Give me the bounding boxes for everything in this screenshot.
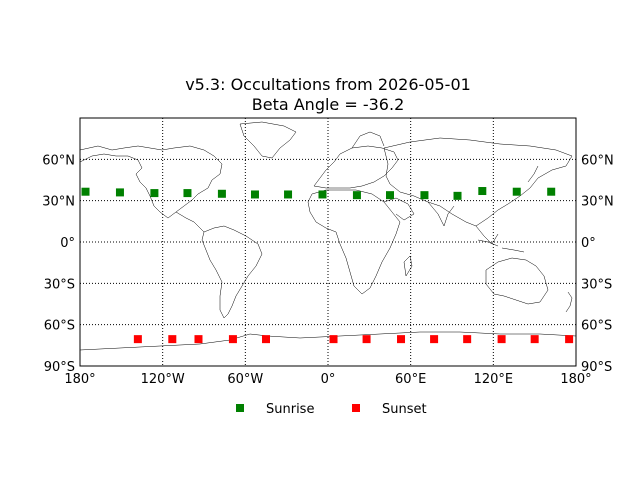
north-america-outline: [79, 145, 223, 219]
legend-sunrise-label: Sunrise: [266, 402, 314, 417]
legend: Sunrise Sunset: [236, 402, 427, 417]
sunset-marker-2: [194, 335, 203, 344]
x-tick-label-6: 180°: [560, 372, 591, 387]
x-tick-label-5: 120°E: [474, 372, 514, 387]
y-tick-label-left-3: 30°S: [44, 277, 75, 292]
y-tick-label-right-4: 60°S: [581, 319, 612, 334]
central-america-outline: [175, 211, 205, 233]
sunrise-marker-9: [386, 191, 394, 200]
south-america-outline: [201, 225, 263, 319]
y-tick-label-left-2: 0°: [60, 236, 75, 251]
sunrise-marker-4: [217, 189, 226, 198]
x-tick-label-2: 60°W: [227, 372, 263, 387]
legend-sunset-label: Sunset: [382, 402, 427, 417]
sunset-marker-8: [430, 335, 439, 344]
sunrise-marker-11: [453, 191, 462, 200]
markers: [81, 187, 574, 344]
x-tick-label-3: 0°: [321, 372, 336, 387]
sunset-marker-10: [497, 335, 506, 344]
graticule: [80, 118, 576, 366]
sunset-marker-12: [565, 335, 574, 344]
y-tick-label-left-5: 90°S: [44, 360, 75, 375]
sunrise-marker-6: [284, 190, 293, 199]
sunset-marker-3: [228, 335, 237, 344]
sunrise-marker-2: [150, 189, 159, 198]
map-frame: [79, 117, 577, 367]
southeast-asia-outline: [475, 225, 499, 245]
map-area: [79, 117, 577, 367]
tick-labels: 180° 120°W 60°W 0° 60°E 120°E 180° 60°N 60°N 30°N…: [42, 153, 614, 387]
legend-sunrise-marker: [236, 404, 244, 412]
sunset-marker-4: [262, 335, 270, 344]
sunset-marker-11: [530, 335, 539, 344]
sunrise-marker-3: [183, 189, 192, 198]
chart-subtitle: Beta Angle = -36.2: [252, 95, 405, 114]
sunrise-marker-12: [478, 187, 487, 196]
antarctica-outline: [79, 331, 577, 351]
y-tick-label-right-2: 0°: [581, 236, 596, 251]
sunset-marker-5: [329, 335, 338, 344]
legend-sunset-marker: [352, 404, 360, 412]
chart-title: v5.3: Occultations from 2026-05-01: [185, 75, 471, 94]
y-tick-label-left-4: 60°S: [44, 319, 75, 334]
sunrise-marker-1: [115, 188, 124, 197]
europe-outline: [313, 145, 399, 189]
greenland-outline: [239, 121, 297, 159]
y-tick-label-right-5: 90°S: [581, 360, 612, 375]
sunset-marker-6: [362, 335, 371, 344]
y-tick-label-left-1: 30°N: [42, 195, 75, 210]
y-tick-label-right-0: 60°N: [581, 153, 614, 168]
sunrise-marker-5: [250, 190, 259, 199]
y-tick-label-left-0: 60°N: [42, 153, 75, 168]
y-tick-label-right-3: 30°S: [581, 277, 612, 292]
asia-outline: [383, 137, 573, 227]
sunrise-marker-13: [512, 187, 521, 196]
sunset-marker-0: [133, 335, 142, 344]
sunset-marker-9: [463, 335, 472, 344]
japan-outline: [527, 165, 539, 183]
australia-outline: [485, 257, 549, 305]
india-outline: [427, 201, 455, 227]
africa-outline: [307, 189, 401, 295]
sunrise-marker-8: [352, 191, 361, 200]
sunrise-marker-14: [547, 187, 556, 196]
sunrise-marker-10: [420, 191, 429, 200]
new-zealand-outline: [565, 291, 573, 313]
sunrise-marker-0: [81, 187, 90, 196]
sunset-marker-7: [397, 335, 406, 344]
sunset-marker-1: [168, 335, 177, 344]
x-tick-label-0: 180°: [64, 372, 95, 387]
madagascar-outline: [403, 255, 413, 277]
sunrise-marker-7: [318, 190, 327, 199]
coastlines: [79, 121, 577, 351]
y-tick-label-right-1: 30°N: [581, 195, 614, 210]
x-tick-label-4: 60°E: [395, 372, 426, 387]
scandinavia-outline: [351, 131, 385, 149]
x-tick-label-1: 120°W: [141, 372, 185, 387]
